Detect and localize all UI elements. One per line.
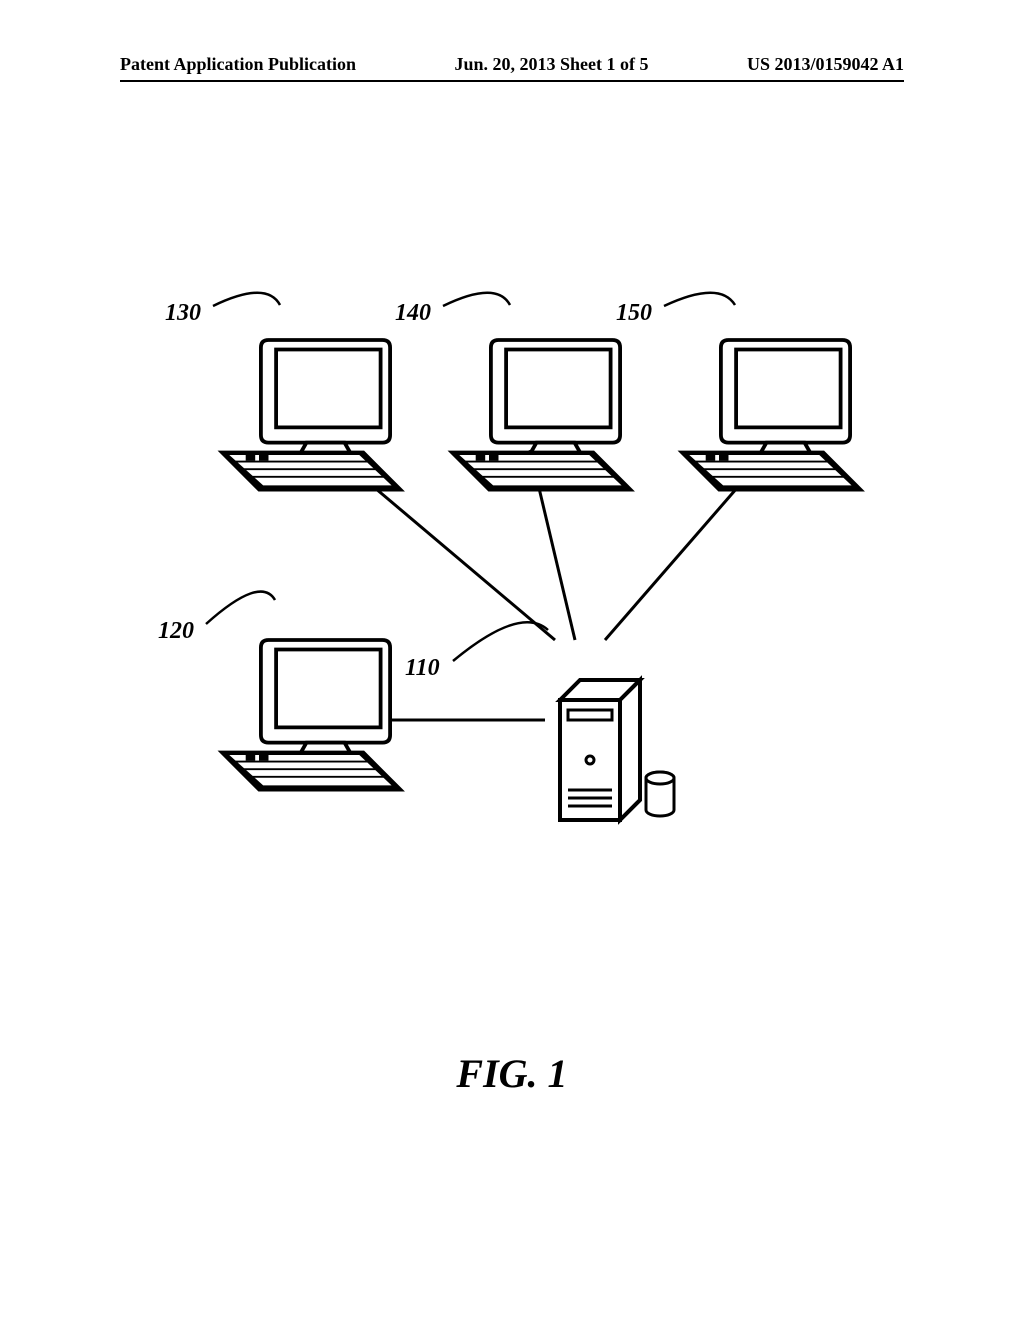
leader-line [453,622,548,661]
reference-label: 150 [616,300,652,327]
patent-page: Patent Application Publication Jun. 20, … [0,0,1024,1320]
reference-label: 110 [405,655,440,682]
computer-icon [221,640,402,790]
server-icon [560,680,674,820]
figure-title: FIG. 1 [0,1050,1024,1097]
leader-line [206,592,275,624]
leader-line [443,293,510,306]
computer-icon [681,340,862,490]
computer-icon [451,340,632,490]
reference-label: 140 [395,300,431,327]
reference-label: 120 [158,618,194,645]
leader-line [664,293,735,306]
nodes [221,340,862,820]
computer-icon [221,340,402,490]
network-diagram [0,0,1024,1320]
reference-label: 130 [165,300,201,327]
leader-line [213,293,280,306]
